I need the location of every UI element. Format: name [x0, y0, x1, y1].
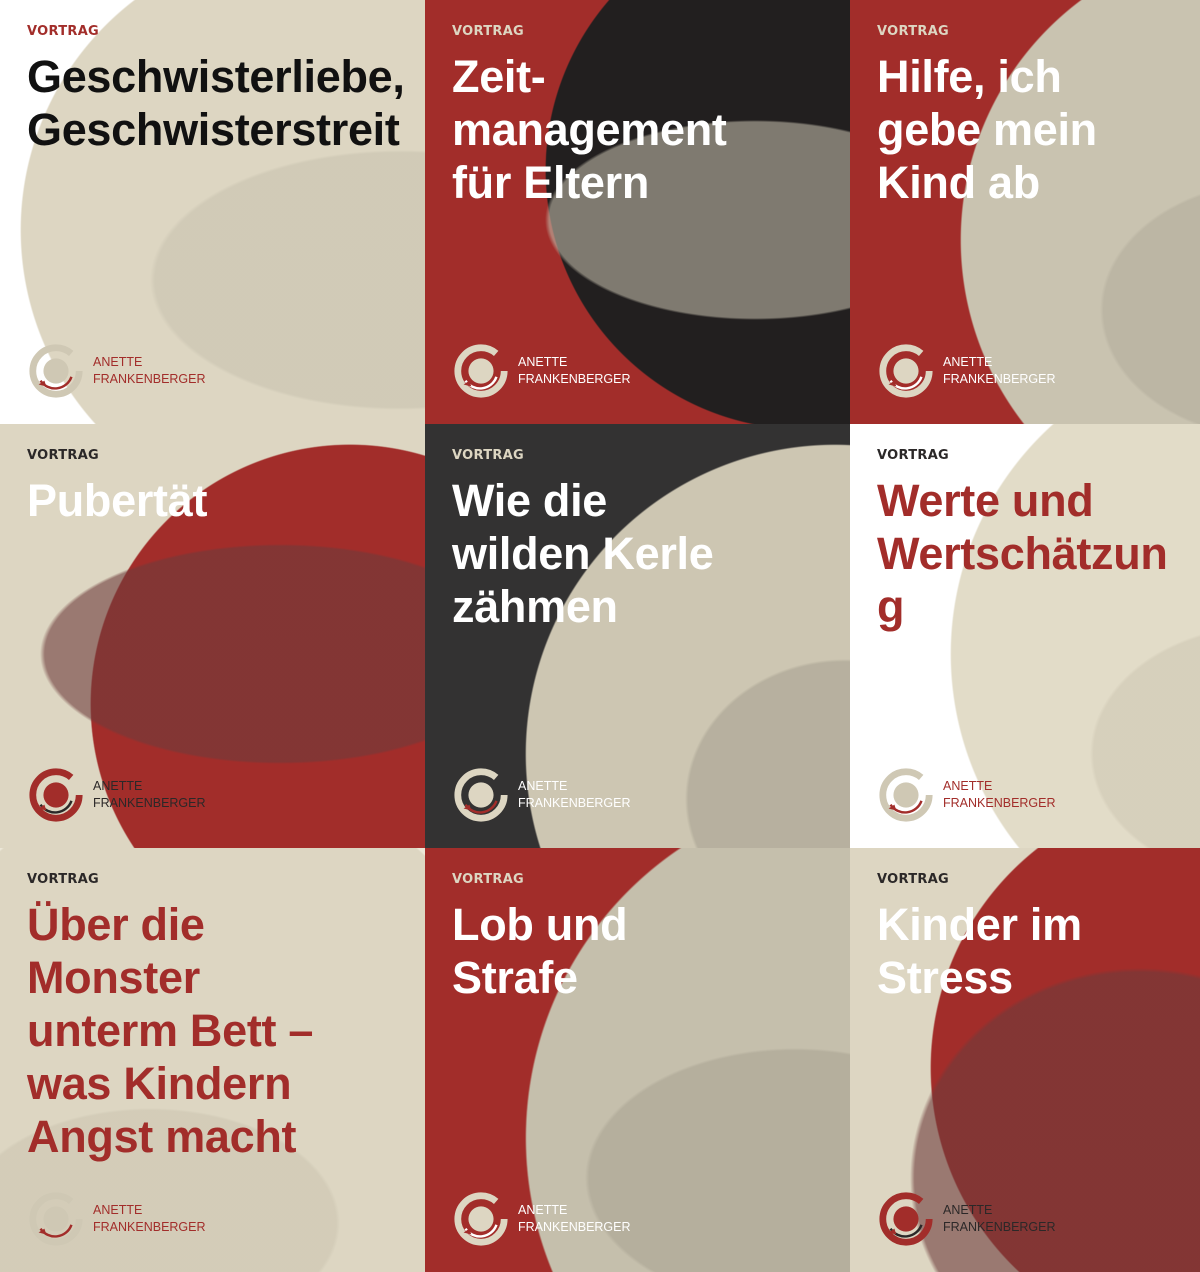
brand-logo: ANETTE FRANKENBERGER: [27, 1190, 206, 1248]
logo-ring-icon: [454, 344, 508, 398]
poster-title: Werte und Wertschätzung: [877, 475, 1168, 632]
poster-title: Pubertät: [27, 475, 208, 526]
logo-name-last: FRANKENBERGER: [93, 372, 206, 386]
poster-tile: VORTRAG Kinder im Stress ANETTE FRANKENB…: [850, 848, 1200, 1272]
logo-name-last: FRANKENBERGER: [518, 796, 631, 810]
logo-name-last: FRANKENBERGER: [93, 1220, 206, 1234]
poster-tile: VORTRAG Lob und Strafe ANETTE FRANKENBER…: [425, 848, 850, 1272]
logo-ring-icon: [29, 768, 83, 822]
poster-tile: VORTRAG Wie die wilden Kerle zähmen ANET…: [425, 424, 850, 848]
logo-name-first: ANETTE: [518, 355, 568, 369]
poster-title: Hilfe, ich gebe mein Kind ab: [877, 51, 1097, 208]
logo-name-last: FRANKENBERGER: [518, 372, 631, 386]
brand-logo: ANETTE FRANKENBERGER: [877, 766, 1056, 824]
kicker-label: VORTRAG: [877, 448, 950, 463]
logo-name-first: ANETTE: [943, 1203, 993, 1217]
logo-name-last: FRANKENBERGER: [943, 1220, 1056, 1234]
brand-logo: ANETTE FRANKENBERGER: [452, 766, 631, 824]
logo-ring-icon: [879, 768, 933, 822]
poster-title: Geschwisterliebe, Geschwisterstreit: [27, 51, 405, 155]
brand-logo: ANETTE FRANKENBERGER: [877, 342, 1056, 400]
poster-title: Lob und Strafe: [452, 899, 628, 1003]
brand-logo: ANETTE FRANKENBERGER: [452, 342, 631, 400]
kicker-label: VORTRAG: [452, 448, 525, 463]
logo-ring-icon: [29, 344, 83, 398]
logo-name-first: ANETTE: [93, 1203, 143, 1217]
logo-ring-icon: [879, 1192, 933, 1246]
logo-ring-icon: [29, 1192, 83, 1246]
poster-tile: VORTRAG Werte und Wertschätzung ANETTE F…: [850, 424, 1200, 848]
poster-title: Zeit- management für Eltern: [452, 51, 727, 208]
logo-ring-icon: [454, 768, 508, 822]
poster-tile: VORTRAG Hilfe, ich gebe mein Kind ab ANE…: [850, 0, 1200, 424]
poster-title: Kinder im Stress: [877, 899, 1082, 1003]
logo-name-last: FRANKENBERGER: [93, 796, 206, 810]
logo-name-first: ANETTE: [518, 779, 568, 793]
brand-logo: ANETTE FRANKENBERGER: [27, 766, 206, 824]
kicker-label: VORTRAG: [27, 872, 100, 887]
logo-name-first: ANETTE: [93, 779, 143, 793]
logo-ring-icon: [879, 344, 933, 398]
logo-name-first: ANETTE: [93, 355, 143, 369]
poster-tile: VORTRAG Pubertät ANETTE FRANKENBERGER: [0, 424, 425, 848]
logo-name-last: FRANKENBERGER: [943, 372, 1056, 386]
brand-logo: ANETTE FRANKENBERGER: [877, 1190, 1056, 1248]
poster-title: Wie die wilden Kerle zähmen: [452, 475, 714, 632]
kicker-label: VORTRAG: [452, 872, 525, 887]
logo-name-first: ANETTE: [943, 355, 993, 369]
logo-name-first: ANETTE: [943, 779, 993, 793]
brand-logo: ANETTE FRANKENBERGER: [27, 342, 206, 400]
logo-name-last: FRANKENBERGER: [943, 796, 1056, 810]
poster-tile: VORTRAG Zeit- management für Eltern ANET…: [425, 0, 850, 424]
poster-tile: VORTRAG Geschwisterliebe, Geschwisterstr…: [0, 0, 425, 424]
logo-name-last: FRANKENBERGER: [518, 1220, 631, 1234]
kicker-label: VORTRAG: [877, 24, 950, 39]
poster-title: Über die Monster unterm Bett – was Kinde…: [27, 899, 314, 1162]
kicker-label: VORTRAG: [452, 24, 525, 39]
poster-tile: VORTRAG Über die Monster unterm Bett – w…: [0, 848, 425, 1272]
logo-name-first: ANETTE: [518, 1203, 568, 1217]
kicker-label: VORTRAG: [877, 872, 950, 887]
kicker-label: VORTRAG: [27, 448, 100, 463]
brand-logo: ANETTE FRANKENBERGER: [452, 1190, 631, 1248]
kicker-label: VORTRAG: [27, 24, 100, 39]
logo-ring-icon: [454, 1192, 508, 1246]
